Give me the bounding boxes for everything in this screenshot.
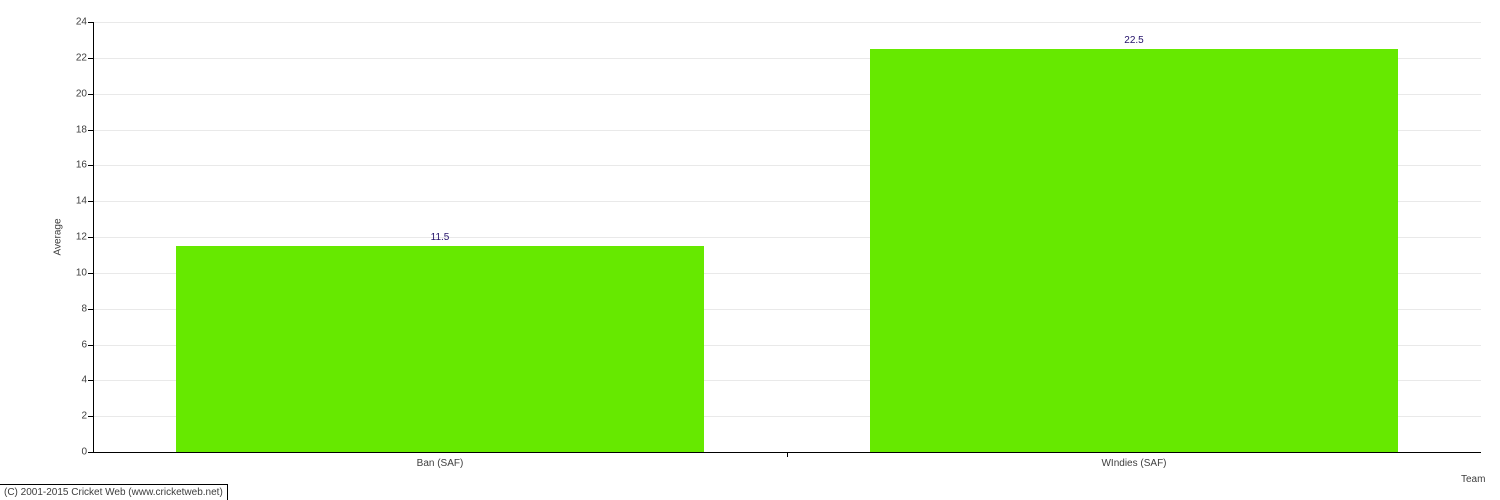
y-tick-label: 22: [76, 52, 93, 63]
gridline: [93, 22, 1481, 23]
bar: [870, 49, 1397, 452]
copyright-notice: (C) 2001-2015 Cricket Web (www.cricketwe…: [0, 484, 228, 500]
y-tick-label: 16: [76, 160, 93, 171]
x-axis-line: [93, 452, 1481, 453]
y-tick-label: 12: [76, 232, 93, 243]
y-tick-label: 8: [81, 303, 93, 314]
y-tick-label: 0: [81, 447, 93, 458]
y-tick-label: 2: [81, 411, 93, 422]
y-tick-label: 6: [81, 339, 93, 350]
x-axis-title: Team: [1461, 474, 1485, 485]
bar: [176, 246, 703, 452]
bar-value-label: 22.5: [1124, 35, 1143, 46]
y-axis-title: Average: [53, 218, 64, 255]
bar-value-label: 11.5: [431, 232, 450, 243]
y-tick-label: 24: [76, 17, 93, 28]
y-tick-label: 20: [76, 88, 93, 99]
y-tick-label: 4: [81, 375, 93, 386]
x-tick-label: Ban (SAF): [417, 452, 464, 469]
y-tick-label: 18: [76, 124, 93, 135]
y-tick-label: 10: [76, 267, 93, 278]
x-tick-label: WIndies (SAF): [1101, 452, 1166, 469]
chart-plot-area: 02468101214161820222411.522.5Ban (SAF)WI…: [93, 22, 1481, 452]
y-tick-label: 14: [76, 196, 93, 207]
y-axis-line: [93, 22, 94, 452]
